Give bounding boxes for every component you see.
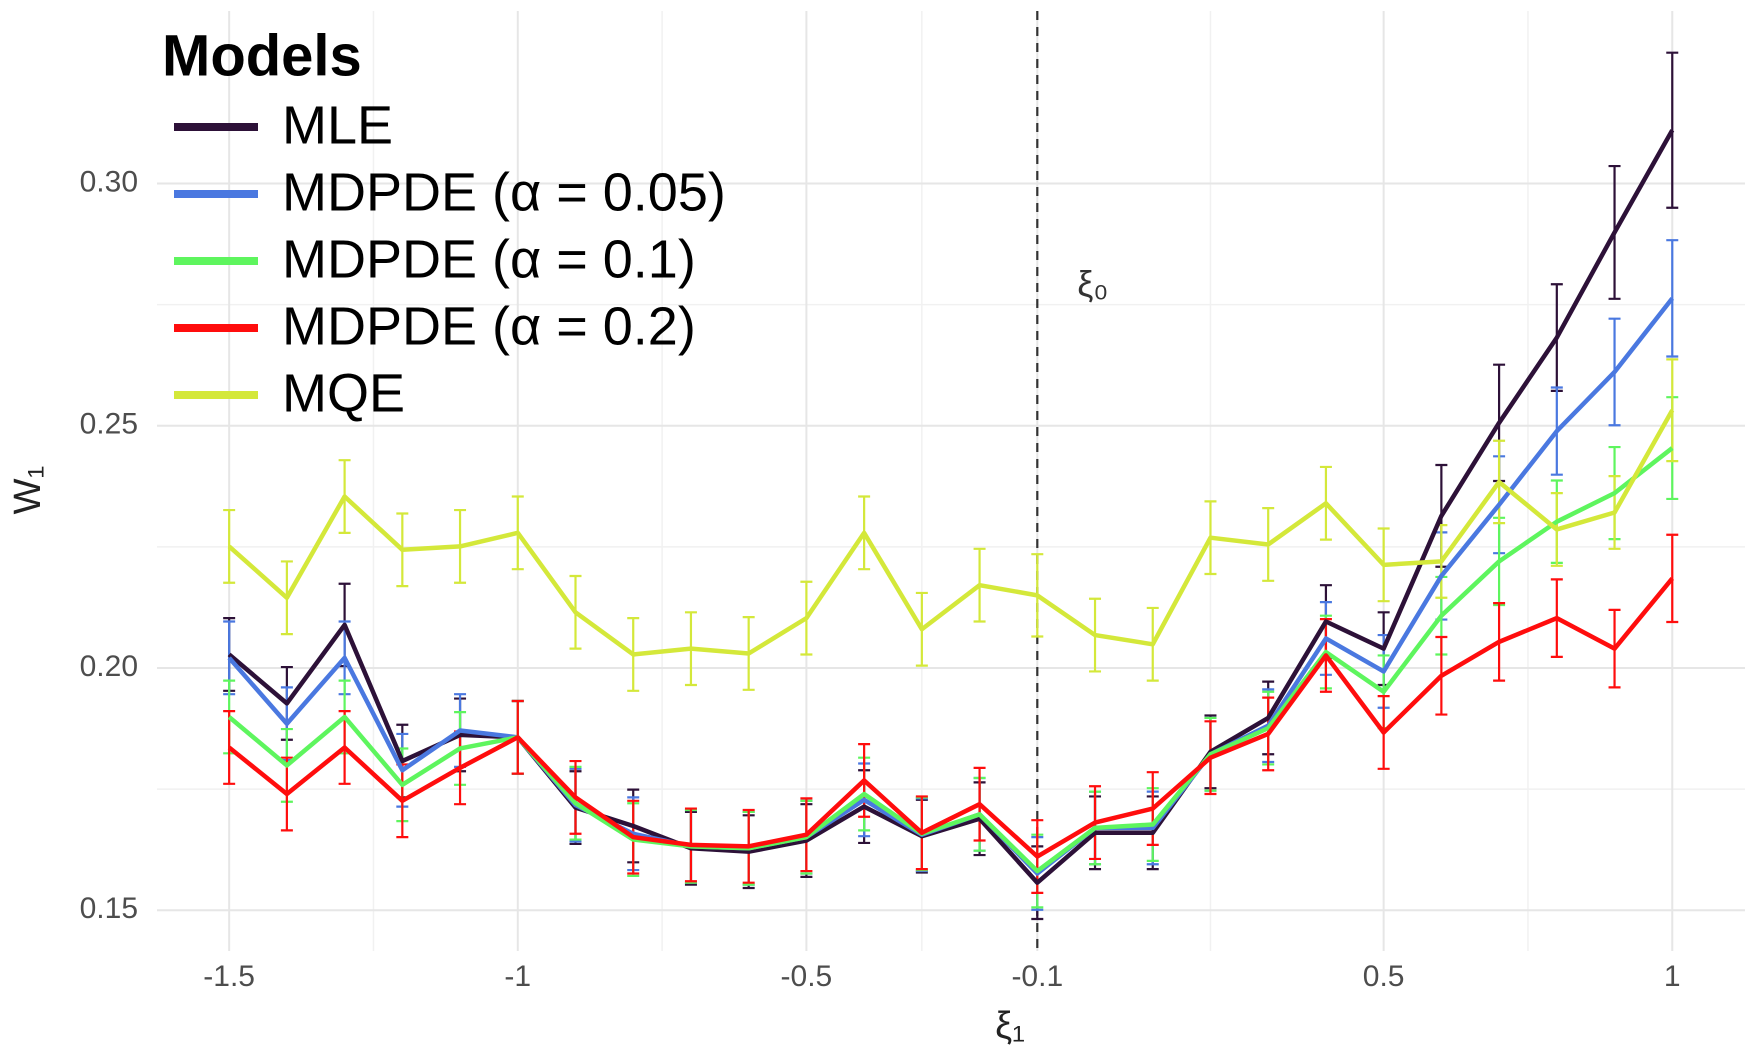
series-line bbox=[227, 129, 1675, 885]
labels: -1.5 -1 -0.5 -0.1 0.5 1 0.15 0.20 0.25 0.30 ξ₀ bbox=[80, 165, 1681, 993]
error-bar bbox=[1666, 533, 1679, 624]
x-tick-label: 0.5 bbox=[1363, 960, 1405, 993]
legend-label: MDPDE (α = 0.2) bbox=[282, 296, 696, 356]
series-line bbox=[227, 446, 1674, 874]
error-bar bbox=[1666, 358, 1679, 463]
legend-label: MQE bbox=[282, 363, 405, 423]
legend-title: Models bbox=[162, 23, 362, 88]
x-axis-label: ξ₁ bbox=[995, 1005, 1025, 1047]
x-tick-label: -0.5 bbox=[781, 960, 833, 993]
error-bar bbox=[1666, 239, 1679, 358]
series-line bbox=[227, 409, 1675, 657]
y-tick-label: 0.30 bbox=[80, 165, 138, 198]
y-tick-label: 0.20 bbox=[80, 650, 138, 683]
legend-label: MDPDE (α = 0.1) bbox=[282, 229, 696, 289]
error-bar bbox=[1666, 51, 1679, 209]
reference-label: ξ₀ bbox=[1077, 264, 1108, 305]
legend-label: MLE bbox=[282, 95, 393, 155]
x-tick-label: -1.5 bbox=[203, 960, 255, 993]
x-tick-label: -1 bbox=[504, 960, 531, 993]
y-tick-label: 0.25 bbox=[80, 408, 138, 441]
x-tick-label: 1 bbox=[1664, 960, 1681, 993]
x-tick-label: -0.1 bbox=[1011, 960, 1063, 993]
series-line bbox=[227, 576, 1675, 859]
y-axis-label: W₁ bbox=[7, 466, 49, 515]
legend-label: MDPDE (α = 0.05) bbox=[282, 162, 726, 222]
legend: Models MLE MDPDE (α = 0.05) MDPDE (α = 0.1… bbox=[162, 23, 726, 423]
marks bbox=[223, 11, 1679, 951]
y-tick-label: 0.15 bbox=[80, 892, 138, 925]
